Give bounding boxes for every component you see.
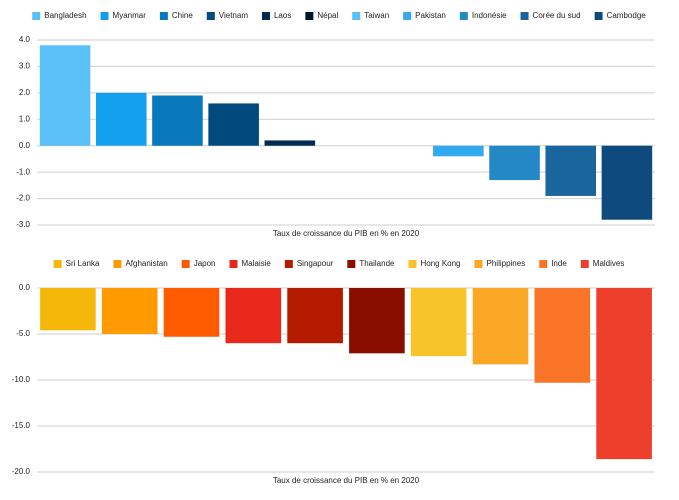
- legend-label: Japon: [194, 259, 216, 268]
- legend-swatch: [352, 12, 361, 20]
- legend-label: Laos: [274, 11, 291, 20]
- bar: [472, 288, 529, 365]
- legend-swatch: [261, 12, 270, 20]
- y-tick-label: -2.0: [16, 194, 30, 203]
- legend-swatch: [580, 260, 589, 268]
- bar: [208, 103, 259, 146]
- bar: [410, 288, 467, 357]
- y-tick-label: -15.0: [12, 421, 31, 430]
- legend-label: Taiwan: [364, 11, 389, 20]
- bar: [489, 145, 540, 181]
- legend-label: Singapour: [297, 259, 334, 268]
- y-tick-label: -5.0: [16, 329, 30, 338]
- legend-label: Maldives: [593, 259, 625, 268]
- legend-swatch: [206, 12, 215, 20]
- legend-label: Philippines: [487, 259, 526, 268]
- legend-swatch: [594, 12, 603, 20]
- legend-swatch: [100, 12, 109, 20]
- legend-label: Sri Lanka: [66, 259, 100, 268]
- x-axis-label: Taux de croissance du PIB en % en 2020: [273, 476, 420, 485]
- legend-label: Corée du sud: [533, 11, 581, 20]
- bar: [40, 288, 96, 331]
- bar: [39, 45, 91, 146]
- y-tick-label: -10.0: [12, 375, 31, 384]
- bar: [534, 288, 591, 383]
- legend-label: Indonésie: [472, 11, 507, 20]
- bar: [95, 92, 147, 146]
- legend-label: Vietnam: [219, 11, 249, 20]
- legend-swatch: [403, 12, 412, 20]
- legend-swatch: [539, 260, 548, 268]
- legend-label: Myanmar: [113, 11, 147, 20]
- legend-swatch: [32, 12, 41, 20]
- legend-swatch: [459, 12, 468, 20]
- bar: [601, 145, 653, 220]
- legend-label: Malaisie: [242, 259, 272, 268]
- x-axis-label: Taux de croissance du PIB en % en 2020: [273, 229, 420, 238]
- legend-swatch: [53, 260, 62, 268]
- legend-label: Bangladesh: [44, 11, 86, 20]
- bar: [545, 145, 597, 196]
- legend-swatch: [159, 12, 168, 20]
- legend-swatch: [408, 260, 417, 268]
- bar: [101, 288, 158, 334]
- bar: [264, 140, 316, 146]
- y-tick-label: 1.0: [19, 114, 31, 123]
- bar: [287, 288, 343, 344]
- y-tick-label: 0.0: [19, 141, 31, 150]
- y-tick-label: 3.0: [19, 62, 31, 71]
- legend-label: Népal: [317, 11, 338, 20]
- legend-label: Afghanistan: [125, 259, 167, 268]
- legend-label: Inde: [551, 259, 567, 268]
- legend-swatch: [474, 260, 483, 268]
- legend-swatch: [181, 260, 190, 268]
- y-tick-label: -3.0: [16, 220, 30, 229]
- legend-label: Thailande: [359, 259, 395, 268]
- bar: [433, 145, 484, 157]
- legend-swatch: [284, 260, 293, 268]
- legend-swatch: [305, 12, 314, 20]
- legend-swatch: [113, 260, 122, 268]
- legend-swatch: [520, 12, 529, 20]
- legend-swatch: [347, 260, 356, 268]
- bar: [225, 288, 282, 344]
- y-tick-label: 2.0: [19, 88, 31, 97]
- y-tick-label: 0.0: [19, 283, 31, 292]
- bar: [163, 288, 220, 337]
- y-tick-label: -20.0: [12, 467, 31, 476]
- legend-label: Pakistan: [415, 11, 446, 20]
- legend-swatch: [229, 260, 238, 268]
- legend-label: Hong Kong: [420, 259, 460, 268]
- y-tick-label: 4.0: [19, 35, 31, 44]
- bar: [349, 288, 405, 354]
- bar: [596, 288, 652, 460]
- legend-label: Chine: [172, 11, 193, 20]
- y-tick-label: -1.0: [16, 167, 30, 176]
- legend-label: Cambodge: [607, 11, 647, 20]
- bar: [152, 95, 203, 146]
